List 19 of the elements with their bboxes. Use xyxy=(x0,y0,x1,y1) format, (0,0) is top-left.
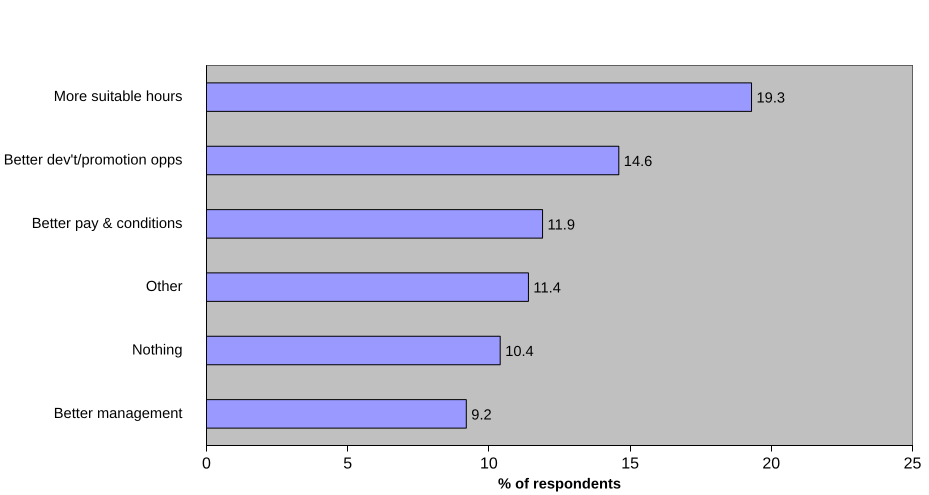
x-tick-label: 20 xyxy=(762,456,780,472)
y-tick-label: Better management xyxy=(54,406,183,422)
y-tick-label: Better pay & conditions xyxy=(32,216,183,232)
x-tick-label: 25 xyxy=(904,456,922,472)
y-tick-label: Better dev't/promotion opps xyxy=(4,152,183,168)
y-tick-label: Other xyxy=(146,279,183,296)
data-label: 11.9 xyxy=(548,217,575,234)
y-tick-label: Nothing xyxy=(132,342,183,358)
x-tick-label: 0 xyxy=(202,456,212,472)
data-label: 10.4 xyxy=(505,344,534,360)
y-tick-label: More suitable hours xyxy=(54,89,183,106)
x-tick-label: 15 xyxy=(621,456,640,472)
x-tick-label: 10 xyxy=(480,456,498,472)
data-label: 19.3 xyxy=(756,90,786,107)
data-label: 14.6 xyxy=(624,154,652,170)
data-label: 9.2 xyxy=(471,407,492,424)
x-tick-label: 5 xyxy=(343,456,352,472)
x-axis-title: % of respondents xyxy=(498,476,621,492)
data-label: 11.4 xyxy=(533,280,561,297)
